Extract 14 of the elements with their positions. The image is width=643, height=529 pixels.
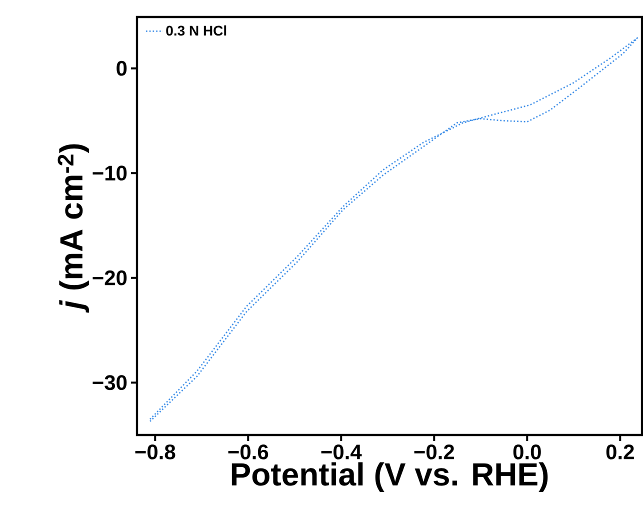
x-tick-label: −0.8 xyxy=(135,444,176,460)
y-tick-label: −30 xyxy=(92,375,127,390)
y-tick-label: 0 xyxy=(116,60,127,76)
x-tick-label: −0.6 xyxy=(228,444,268,460)
x-tick-label: 0.0 xyxy=(513,444,541,460)
x-tick-label: −0.4 xyxy=(321,444,362,460)
x-tick-label: −0.2 xyxy=(414,444,454,460)
y-axis-title: j (mA cm$^{-2}$) xyxy=(58,144,90,313)
y-tick-label: −10 xyxy=(92,166,127,181)
x-tick-label: 0.2 xyxy=(606,444,634,460)
line-series xyxy=(149,37,638,422)
x-axis-title: Potential (V vs. RHE) xyxy=(232,462,548,492)
legend-label: 0.3 N HCl xyxy=(166,25,226,36)
y-tick-label: −20 xyxy=(92,270,127,286)
